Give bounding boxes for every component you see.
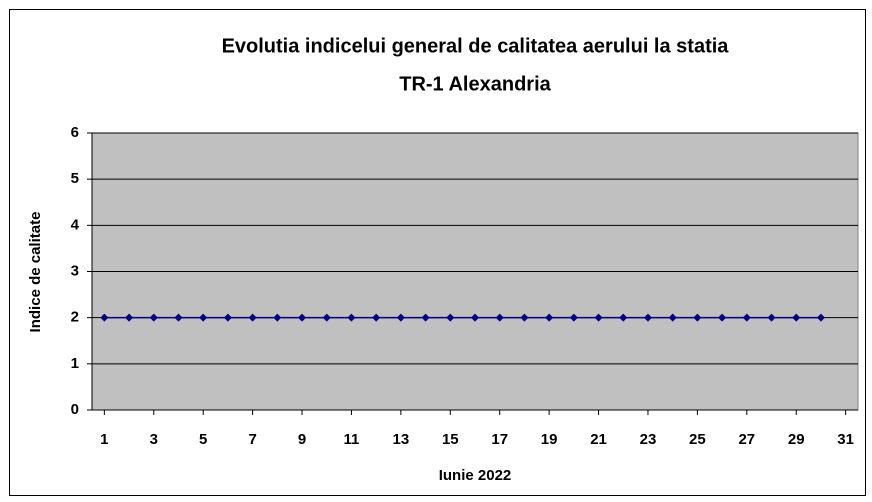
data-point — [322, 313, 331, 322]
x-tick-label: 1 — [100, 431, 108, 448]
x-tick-label: 13 — [393, 431, 410, 448]
x-tick-label: 17 — [491, 431, 508, 448]
x-tick-label: 9 — [298, 431, 306, 448]
data-point — [668, 313, 677, 322]
data-point — [446, 313, 455, 322]
x-tick-label: 23 — [640, 431, 657, 448]
data-point — [816, 313, 825, 322]
data-point — [273, 313, 282, 322]
x-tick-label: 19 — [541, 431, 558, 448]
data-point — [223, 313, 232, 322]
x-tick-label: 7 — [248, 431, 256, 448]
data-point — [545, 313, 554, 322]
y-tick-label: 1 — [71, 355, 79, 372]
x-tick-label: 11 — [344, 431, 360, 448]
data-point — [495, 313, 504, 322]
x-tick-label: 21 — [590, 431, 607, 448]
y-tick-label: 6 — [71, 124, 79, 141]
x-tick-label: 5 — [199, 431, 207, 448]
data-point — [792, 313, 801, 322]
data-point — [643, 313, 652, 322]
data-point — [520, 313, 529, 322]
y-tick-label: 3 — [71, 262, 79, 279]
data-point — [471, 313, 479, 322]
data-point — [347, 313, 356, 322]
y-tick-label: 2 — [71, 309, 79, 326]
x-tick-label: 29 — [788, 431, 805, 448]
x-tick-label: 15 — [442, 431, 459, 448]
x-tick-label: 27 — [738, 431, 755, 448]
chart-title: Evolutia indicelui general de calitatea … — [222, 35, 730, 57]
data-point — [149, 313, 158, 322]
data-point — [100, 313, 109, 322]
y-tick-label: 0 — [71, 401, 79, 418]
data-point — [767, 313, 776, 322]
y-tick-label: 4 — [71, 216, 80, 233]
data-point — [125, 313, 134, 322]
x-tick-label: 25 — [689, 431, 706, 448]
x-tick-label: 31 — [837, 431, 854, 448]
x-axis-label: Iunie 2022 — [439, 467, 512, 484]
chart-title: TR-1 Alexandria — [399, 73, 551, 95]
data-point — [248, 313, 257, 322]
data-point — [619, 313, 628, 322]
data-point — [718, 313, 727, 322]
data-point — [372, 313, 381, 322]
data-point — [742, 313, 751, 322]
data-point — [693, 313, 702, 322]
data-point — [594, 313, 603, 322]
data-point — [421, 313, 430, 322]
data-point — [199, 313, 208, 322]
data-point — [569, 313, 578, 322]
data-point — [174, 313, 183, 322]
data-point — [396, 313, 405, 322]
data-point — [298, 313, 307, 322]
x-tick-label: 3 — [150, 431, 158, 448]
y-tick-label: 5 — [71, 170, 79, 187]
y-axis-label: Indice de calitate — [27, 212, 44, 333]
